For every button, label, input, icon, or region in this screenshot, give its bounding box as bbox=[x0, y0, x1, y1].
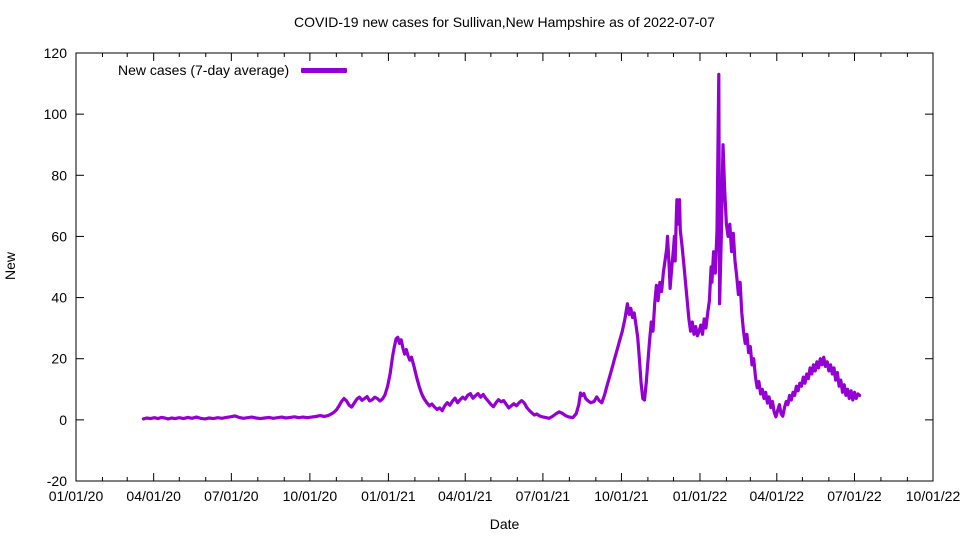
x-tick-label: 04/01/22 bbox=[750, 488, 805, 504]
y-tick-label: -20 bbox=[47, 473, 67, 489]
x-tick-label: 07/01/20 bbox=[204, 488, 259, 504]
x-tick-label: 04/01/21 bbox=[438, 488, 493, 504]
y-tick-label: 60 bbox=[51, 228, 67, 244]
x-tick-label: 01/01/22 bbox=[673, 488, 728, 504]
legend: New cases (7-day average) bbox=[118, 62, 348, 78]
plot-border bbox=[75, 52, 934, 482]
y-tick-label: 80 bbox=[51, 167, 67, 183]
x-tick-label: 04/01/20 bbox=[126, 488, 181, 504]
y-tick-label: 0 bbox=[59, 412, 67, 428]
y-tick-label: 40 bbox=[51, 290, 67, 306]
y-axis-title: New bbox=[2, 252, 18, 281]
x-tick-label: 10/01/22 bbox=[906, 488, 960, 504]
legend-line-sample bbox=[301, 67, 348, 73]
x-tick-label: 01/01/20 bbox=[49, 488, 104, 504]
x-axis-title: Date bbox=[489, 516, 520, 532]
chart-title: COVID-19 new cases for Sullivan,New Hamp… bbox=[294, 14, 715, 30]
y-tick-label: 120 bbox=[44, 45, 68, 61]
legend-label: New cases (7-day average) bbox=[118, 62, 290, 78]
x-tick-label: 10/01/20 bbox=[283, 488, 338, 504]
x-tick-label: 07/01/21 bbox=[516, 488, 571, 504]
y-tick-label: 20 bbox=[51, 351, 67, 367]
x-tick-label: 10/01/21 bbox=[594, 488, 649, 504]
x-tick-label: 07/01/22 bbox=[827, 488, 882, 504]
x-tick-label: 01/01/21 bbox=[361, 488, 416, 504]
series-line bbox=[141, 72, 862, 421]
y-tick-label: 100 bbox=[44, 106, 68, 122]
